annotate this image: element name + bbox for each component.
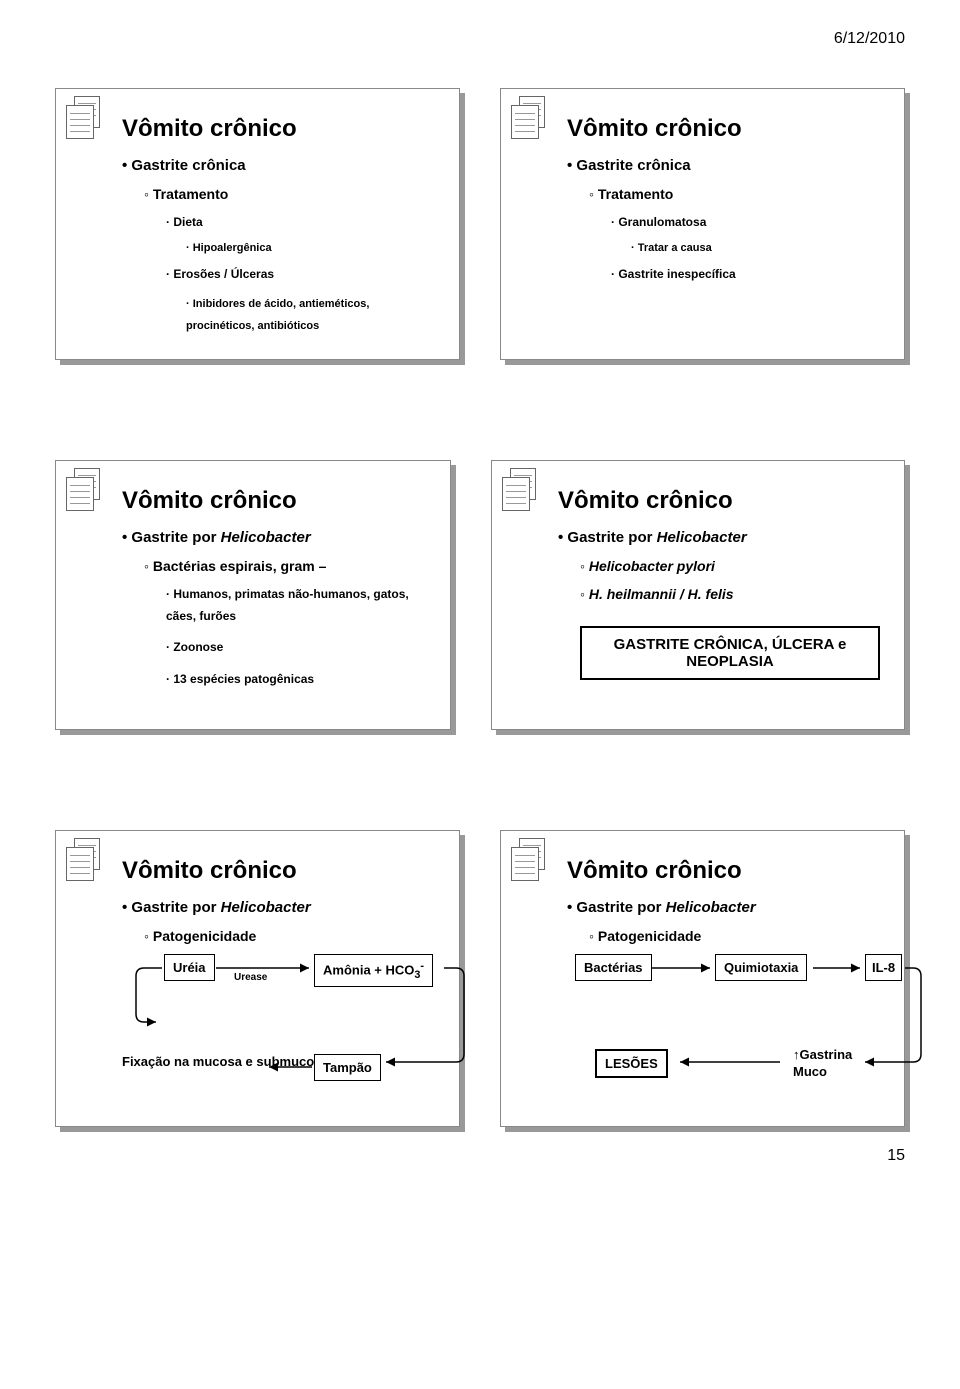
bullet-l2: Bactérias espirais, gram –: [144, 558, 426, 574]
txt: Gastrite por: [131, 529, 216, 546]
slide-title: Vômito crônico: [122, 115, 435, 143]
row-1: Vômito crônico Gastrite crônica Tratamen…: [55, 88, 905, 360]
txt: Gastrite por: [576, 899, 661, 916]
bullet-l3: Zoonose: [166, 637, 426, 659]
diagram-urease: Uréia Urease Amônia + HCO3- Fixação na m…: [134, 954, 435, 1104]
bullet-l1: Gastrite por Helicobacter: [122, 899, 435, 916]
bullet-l2: Tratamento: [144, 186, 435, 202]
bullet-l1: Gastrite crônica: [122, 157, 435, 174]
bullet-l3: Granulomatosa: [611, 212, 880, 234]
bullet-l3: 13 espécies patogênicas: [166, 669, 426, 691]
bullet-l1: Gastrite por Helicobacter: [558, 529, 880, 546]
arrows-svg: [575, 954, 935, 1104]
notebook-icon: [501, 831, 553, 883]
notebook-icon: [56, 461, 108, 513]
bullet-l3: Gastrite inespecífica: [611, 264, 880, 286]
slide-title: Vômito crônico: [122, 857, 435, 885]
txt: Gastrite por: [131, 899, 216, 916]
bullet-l1: Gastrite crônica: [567, 157, 880, 174]
slide-title: Vômito crônico: [122, 487, 426, 515]
notebook-icon: [492, 461, 544, 513]
bullet-l4: Tratar a causa: [631, 242, 880, 254]
date-header: 6/12/2010: [55, 30, 905, 48]
italic: Helicobacter: [666, 899, 756, 916]
slide-title: Vômito crônico: [567, 115, 880, 143]
bullet-l2: Tratamento: [589, 186, 880, 202]
bullet-l3: Erosões / Úlceras: [166, 264, 435, 286]
bullet-l1: Gastrite por Helicobacter: [567, 899, 880, 916]
bullet-l4: Inibidores de ácido, antieméticos, proci…: [186, 293, 435, 337]
slide-6: Vômito crônico Gastrite por Helicobacter…: [500, 830, 905, 1127]
bullet-l3: Humanos, primatas não-humanos, gatos, cã…: [166, 584, 426, 627]
row-3: Vômito crônico Gastrite por Helicobacter…: [55, 830, 905, 1127]
slide-3: Vômito crônico Gastrite por Helicobacter…: [55, 460, 451, 730]
slide-4: Vômito crônico Gastrite por Helicobacter…: [491, 460, 905, 730]
bullet-l4: Hipoalergênica: [186, 242, 435, 254]
page-number: 15: [55, 1147, 905, 1165]
highlight-box: GASTRITE CRÔNICA, ÚLCERA e NEOPLASIA: [580, 626, 880, 680]
bullet-l2: H. heilmannii / H. felis: [580, 586, 880, 602]
bullet-l3: Dieta: [166, 212, 435, 234]
italic: Helicobacter: [657, 529, 747, 546]
slide-1: Vômito crônico Gastrite crônica Tratamen…: [55, 88, 460, 360]
row-2: Vômito crônico Gastrite por Helicobacter…: [55, 460, 905, 730]
txt: Gastrite por: [567, 529, 652, 546]
diagram-pathogen: Bactérias Quimiotaxia IL-8 LESÕES ↑Gastr…: [575, 954, 880, 1104]
bullet-l2: Patogenicidade: [589, 928, 880, 944]
bullet-l1: Gastrite por Helicobacter: [122, 529, 426, 546]
bullet-l2: Helicobacter pylori: [580, 558, 880, 574]
notebook-icon: [56, 831, 108, 883]
bullet-l2: Patogenicidade: [144, 928, 435, 944]
notebook-icon: [501, 89, 553, 141]
slide-5: Vômito crônico Gastrite por Helicobacter…: [55, 830, 460, 1127]
slide-title: Vômito crônico: [558, 487, 880, 515]
notebook-icon: [56, 89, 108, 141]
italic: Helicobacter: [221, 529, 311, 546]
italic: Helicobacter: [221, 899, 311, 916]
slide-title: Vômito crônico: [567, 857, 880, 885]
slide-2: Vômito crônico Gastrite crônica Tratamen…: [500, 88, 905, 360]
arrows-svg: [134, 954, 494, 1104]
